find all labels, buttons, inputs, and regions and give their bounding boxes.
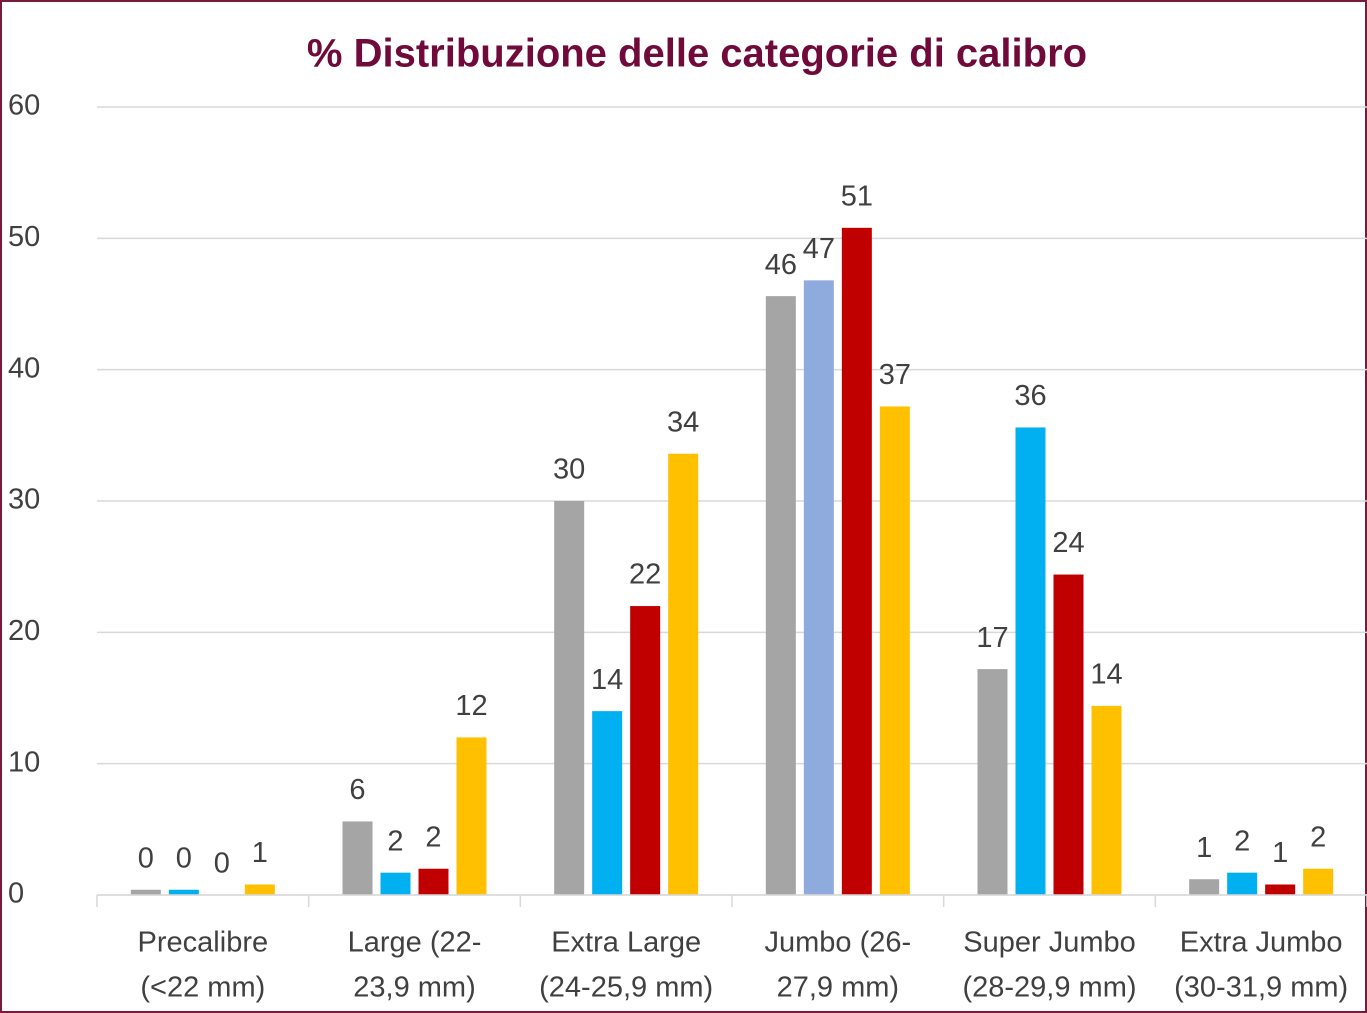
data-label: 34 xyxy=(667,406,699,438)
bar xyxy=(130,889,161,895)
bar xyxy=(1227,872,1258,895)
data-label: 17 xyxy=(976,622,1008,654)
y-tick-label: 50 xyxy=(8,221,40,253)
y-tick-label: 60 xyxy=(8,90,40,122)
bar xyxy=(592,711,623,895)
data-label: 36 xyxy=(1014,380,1046,412)
data-label: 1 xyxy=(252,837,268,869)
data-label: 37 xyxy=(879,359,911,391)
data-label: 0 xyxy=(176,842,192,874)
bar xyxy=(803,280,834,895)
data-label: 0 xyxy=(138,842,154,874)
bar xyxy=(630,606,661,895)
x-tick-label: Precalibre xyxy=(138,927,269,959)
y-tick-label: 40 xyxy=(8,352,40,384)
data-label: 2 xyxy=(387,825,403,857)
bar xyxy=(1053,574,1084,895)
bar xyxy=(977,669,1008,895)
x-tick-label: Large (22- xyxy=(348,927,482,959)
bar xyxy=(1189,879,1220,895)
y-tick-label: 0 xyxy=(8,878,24,910)
bar xyxy=(554,501,585,895)
y-tick-label: 10 xyxy=(8,746,40,778)
bar xyxy=(1015,427,1046,895)
chart-title: % Distribuzione delle categorie di calib… xyxy=(307,32,1087,76)
data-label: 1 xyxy=(1272,837,1288,869)
x-tick-label: Jumbo (26- xyxy=(764,927,911,959)
bar xyxy=(1091,705,1122,895)
data-label: 24 xyxy=(1052,527,1084,559)
data-label: 2 xyxy=(1234,825,1250,857)
x-tick-label: Extra Jumbo xyxy=(1180,927,1343,959)
bar xyxy=(1265,884,1296,895)
bar xyxy=(668,453,699,895)
bar xyxy=(1303,868,1334,895)
data-label: 22 xyxy=(629,559,661,591)
data-label: 6 xyxy=(349,774,365,806)
bar xyxy=(244,884,275,895)
bar xyxy=(168,889,199,895)
data-label: 0 xyxy=(214,848,230,880)
bar xyxy=(418,868,449,895)
x-tick-label: Super Jumbo xyxy=(963,927,1136,959)
data-label: 14 xyxy=(591,664,623,696)
data-label: 30 xyxy=(553,454,585,486)
y-tick-label: 30 xyxy=(8,484,40,516)
data-label: 51 xyxy=(841,180,873,212)
x-tick-label: (<22 mm) xyxy=(140,972,265,1004)
bar xyxy=(841,227,872,895)
x-tick-label: Extra Large xyxy=(551,927,701,959)
x-tick-label: 27,9 mm) xyxy=(777,972,899,1004)
data-label: 14 xyxy=(1090,659,1122,691)
data-label: 46 xyxy=(765,249,797,281)
bar xyxy=(456,737,487,895)
bar xyxy=(342,821,373,895)
x-tick-label: (24-25,9 mm) xyxy=(539,972,713,1004)
data-label: 12 xyxy=(455,690,487,722)
bar xyxy=(765,296,796,895)
data-label: 47 xyxy=(803,233,835,265)
bar xyxy=(879,406,910,895)
data-label: 2 xyxy=(425,821,441,853)
bar xyxy=(380,872,411,895)
data-label: 1 xyxy=(1196,832,1212,864)
x-tick-label: 23,9 mm) xyxy=(353,972,475,1004)
x-tick-label: (30-31,9 mm) xyxy=(1174,972,1348,1004)
x-tick-label: (28-29,9 mm) xyxy=(962,972,1136,1004)
y-tick-label: 20 xyxy=(8,615,40,647)
data-label: 2 xyxy=(1310,821,1326,853)
